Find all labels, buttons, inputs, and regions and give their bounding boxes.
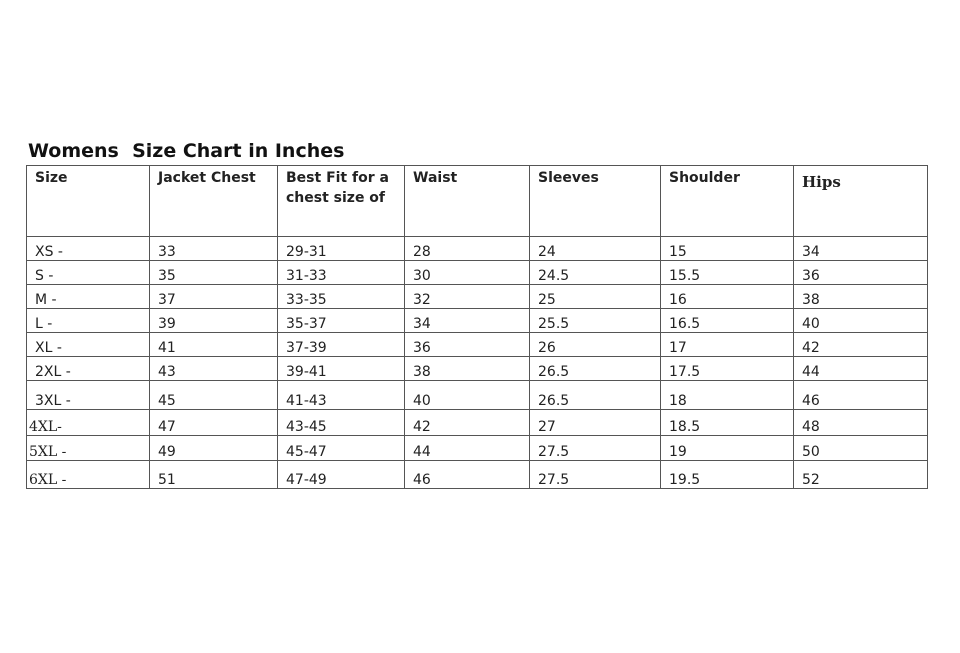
cell-best-fit: 43-45	[277, 409, 405, 436]
cell-jacket-chest: 33	[149, 236, 278, 261]
table-row: 4XL- 47 43-45 42 27 18.5 48	[26, 409, 928, 436]
cell-hips: 52	[793, 460, 928, 489]
cell-hips: 34	[793, 236, 928, 261]
cell-shoulder: 19.5	[660, 460, 794, 489]
header-hips: Hips	[793, 165, 928, 237]
header-shoulder: Shoulder	[660, 165, 794, 237]
table-row: 2XL -43 39-41 38 26.5 17.5 44	[26, 356, 928, 381]
cell-best-fit: 47-49	[277, 460, 405, 489]
cell-size: 3XL -	[26, 380, 150, 410]
cell-waist: 44	[404, 435, 530, 461]
cell-sleeves: 26	[529, 332, 661, 357]
cell-sleeves: 27.5	[529, 435, 661, 461]
cell-jacket-chest: 41	[149, 332, 278, 357]
cell-best-fit: 37-39	[277, 332, 405, 357]
cell-jacket-chest: 45	[149, 380, 278, 410]
cell-hips: 40	[793, 308, 928, 333]
cell-sleeves: 25	[529, 284, 661, 309]
cell-shoulder: 18.5	[660, 409, 794, 436]
cell-jacket-chest: 37	[149, 284, 278, 309]
table-row: 6XL -51 47-49 46 27.5 19.5 52	[26, 460, 928, 489]
cell-hips: 42	[793, 332, 928, 357]
cell-size: M -	[26, 284, 150, 309]
cell-waist: 28	[404, 236, 530, 261]
cell-waist: 32	[404, 284, 530, 309]
cell-best-fit: 33-35	[277, 284, 405, 309]
page-title: Womens Size Chart in Inches	[28, 140, 345, 162]
cell-shoulder: 17.5	[660, 356, 794, 381]
cell-hips: 36	[793, 260, 928, 285]
header-best-fit: Best Fit for a chest size of	[277, 165, 405, 237]
cell-shoulder: 15.5	[660, 260, 794, 285]
cell-waist: 46	[404, 460, 530, 489]
header-size: Size	[26, 165, 150, 237]
table-row: 5XL -49 45-47 44 27.5 19 50	[26, 435, 928, 461]
cell-jacket-chest: 51	[149, 460, 278, 489]
table-row: S -35 31-33 30 24.5 15.5 36	[26, 260, 928, 285]
cell-jacket-chest: 43	[149, 356, 278, 381]
cell-shoulder: 17	[660, 332, 794, 357]
table-row: M -37 33-35 32 25 16 38	[26, 284, 928, 309]
cell-best-fit: 45-47	[277, 435, 405, 461]
cell-waist: 34	[404, 308, 530, 333]
header-row: Size Jacket Chest Best Fit for a chest s…	[26, 165, 928, 237]
size-chart-table: Size Jacket Chest Best Fit for a chest s…	[26, 165, 928, 489]
cell-jacket-chest: 47	[149, 409, 278, 436]
cell-shoulder: 18	[660, 380, 794, 410]
cell-waist: 36	[404, 332, 530, 357]
header-sleeves: Sleeves	[529, 165, 661, 237]
header-waist: Waist	[404, 165, 530, 237]
cell-jacket-chest: 49	[149, 435, 278, 461]
table-row: 3XL -45 41-43 40 26.5 18 46	[26, 380, 928, 410]
cell-sleeves: 27	[529, 409, 661, 436]
table-row: L -39 35-37 34 25.5 16.5 40	[26, 308, 928, 333]
cell-shoulder: 15	[660, 236, 794, 261]
cell-jacket-chest: 35	[149, 260, 278, 285]
table-row: XS -33 29-31 28 24 15 34	[26, 236, 928, 261]
cell-size: XL -	[26, 332, 150, 357]
cell-size: XS -	[26, 236, 150, 261]
cell-hips: 38	[793, 284, 928, 309]
cell-hips: 48	[793, 409, 928, 436]
cell-size: L -	[26, 308, 150, 333]
cell-size: 4XL-	[26, 409, 150, 436]
cell-shoulder: 16	[660, 284, 794, 309]
cell-hips: 44	[793, 356, 928, 381]
cell-sleeves: 25.5	[529, 308, 661, 333]
cell-shoulder: 19	[660, 435, 794, 461]
cell-best-fit: 39-41	[277, 356, 405, 381]
cell-size: 2XL -	[26, 356, 150, 381]
cell-waist: 42	[404, 409, 530, 436]
cell-waist: 38	[404, 356, 530, 381]
cell-jacket-chest: 39	[149, 308, 278, 333]
cell-best-fit: 31-33	[277, 260, 405, 285]
cell-sleeves: 24	[529, 236, 661, 261]
cell-best-fit: 41-43	[277, 380, 405, 410]
cell-waist: 30	[404, 260, 530, 285]
cell-sleeves: 27.5	[529, 460, 661, 489]
cell-sleeves: 26.5	[529, 356, 661, 381]
cell-sleeves: 24.5	[529, 260, 661, 285]
cell-hips: 50	[793, 435, 928, 461]
cell-waist: 40	[404, 380, 530, 410]
cell-best-fit: 35-37	[277, 308, 405, 333]
table-row: XL -41 37-39 36 26 17 42	[26, 332, 928, 357]
cell-size: S -	[26, 260, 150, 285]
cell-sleeves: 26.5	[529, 380, 661, 410]
cell-size: 5XL -	[26, 435, 150, 461]
header-jacket-chest: Jacket Chest	[149, 165, 278, 237]
cell-best-fit: 29-31	[277, 236, 405, 261]
cell-hips: 46	[793, 380, 928, 410]
cell-shoulder: 16.5	[660, 308, 794, 333]
cell-size: 6XL -	[26, 460, 150, 489]
